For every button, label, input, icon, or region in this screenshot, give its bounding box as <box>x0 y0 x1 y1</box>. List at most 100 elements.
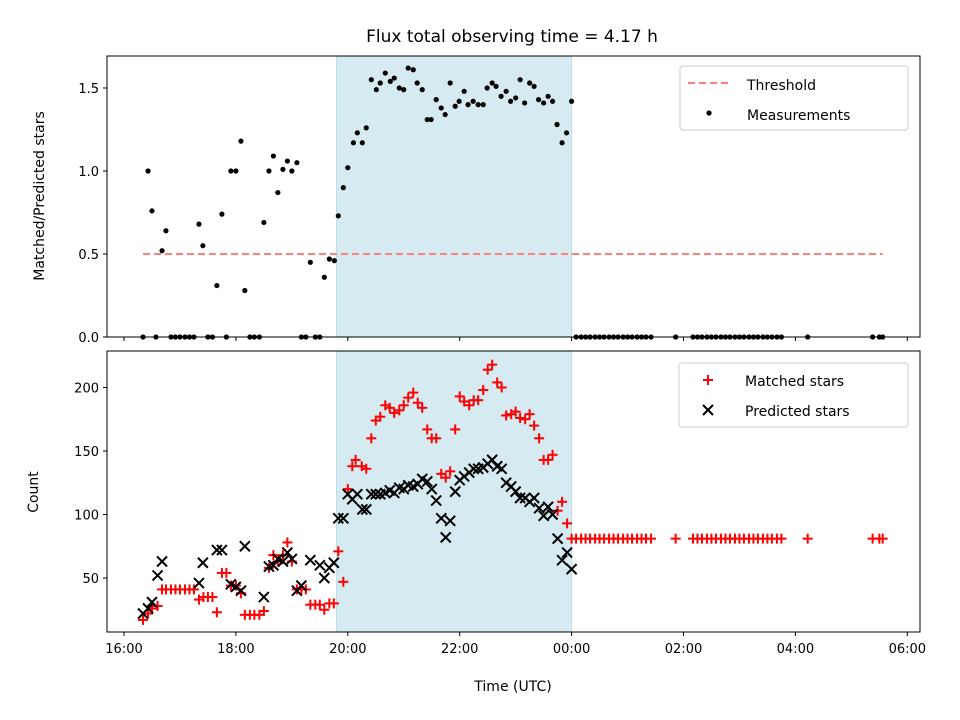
matched-star-point <box>221 567 232 578</box>
predicted-star-point <box>356 503 369 516</box>
measurement-point <box>359 140 365 146</box>
measurement-point <box>284 158 290 164</box>
predicted-star-point-b <box>430 494 442 507</box>
matched-star-point <box>478 385 489 396</box>
predicted-star-point <box>542 501 554 513</box>
predicted-star-point-b <box>193 577 205 589</box>
measurement-point <box>196 221 202 227</box>
legend-matched-swatch <box>703 375 713 385</box>
measurement-point <box>261 219 267 226</box>
matched-star-point <box>143 608 154 619</box>
matched-star-point <box>366 433 377 444</box>
predicted-star-point <box>337 512 350 525</box>
measurement-point <box>461 88 467 94</box>
predicted-star-point-b <box>546 508 559 521</box>
x-axis-label: Time (UTC) <box>473 679 551 695</box>
predicted-star-point-b <box>277 555 289 568</box>
measurement-point <box>228 168 234 174</box>
matched-star-point <box>188 584 199 595</box>
predicted-star-point-b <box>565 563 578 575</box>
x-tick-label: 04:00 <box>777 642 814 657</box>
measurement-point <box>442 111 448 118</box>
matched-star-point <box>347 461 358 472</box>
matched-star-point <box>361 463 372 474</box>
predicted-star-point-b <box>318 572 331 584</box>
measurement-point <box>563 130 570 136</box>
matched-star-point <box>487 359 498 370</box>
matched-star-point <box>389 407 400 418</box>
measurement-point <box>307 259 313 265</box>
measurement-point <box>438 105 444 111</box>
predicted-star-point <box>426 483 438 495</box>
predicted-star-point <box>258 591 270 603</box>
predicted-star-point-b <box>365 488 378 500</box>
matched-star-point <box>319 604 330 615</box>
legend-measurement-swatch <box>706 110 712 116</box>
chart-title: Flux total observing time = 4.17 h <box>366 27 658 47</box>
measurement-point <box>149 208 155 214</box>
x-tick-label: 02:00 <box>665 642 702 657</box>
predicted-star-point-b <box>421 475 433 488</box>
legend-predicted-swatch <box>702 404 714 416</box>
matched-star-point <box>670 533 681 544</box>
x-tick-label: 22:00 <box>441 642 478 657</box>
y-tick-label: 200 <box>74 382 99 397</box>
predicted-star-point <box>449 485 461 498</box>
predicted-star-point <box>551 532 564 545</box>
predicted-star-point-b <box>509 485 522 498</box>
measurement-point <box>238 138 244 144</box>
y-tick-label: 0.5 <box>78 248 99 263</box>
measurement-point <box>456 98 462 104</box>
matched-star-point <box>557 496 568 507</box>
predicted-star-point-b <box>528 492 540 504</box>
measurement-point <box>498 93 504 99</box>
predicted-star-point-b <box>495 463 508 475</box>
measurement-point <box>275 189 281 196</box>
predicted-star-point-b <box>146 596 158 608</box>
measurement-point <box>377 80 383 86</box>
measurement-point <box>368 77 374 83</box>
measurement-point <box>465 102 471 108</box>
matched-star-point <box>547 449 558 460</box>
measurement-point <box>517 77 523 83</box>
legend-box <box>678 362 909 428</box>
matched-star-point <box>454 391 465 402</box>
measurement-point <box>447 80 453 86</box>
measurement-point <box>419 87 425 93</box>
matched-star-point <box>524 409 535 420</box>
predicted-star-point <box>281 546 294 559</box>
matched-star-point <box>492 377 503 388</box>
predicted-star-point-b <box>286 553 298 565</box>
top-y-axis-label: Matched/Predicted stars <box>32 111 48 281</box>
measurement-point <box>452 103 458 109</box>
predicted-star-point <box>360 503 372 516</box>
matched-star-point <box>646 533 657 544</box>
predicted-star-point <box>235 584 247 597</box>
predicted-star-point-b <box>332 512 344 525</box>
x-tick-label: 20:00 <box>329 642 366 657</box>
measurement-point <box>289 168 295 174</box>
measurement-point <box>280 166 286 172</box>
predicted-star-point-b <box>295 579 308 592</box>
predicted-star-point <box>156 555 168 568</box>
matched-star-point <box>152 600 163 611</box>
predicted-star-point-b <box>239 540 251 552</box>
predicted-star-point <box>528 492 540 504</box>
predicted-star-point <box>211 544 223 556</box>
measurement-point <box>382 70 388 76</box>
matched-star-point <box>408 387 419 398</box>
predicted-star-point <box>328 557 340 569</box>
measurement-point <box>159 248 165 254</box>
measurement-point <box>387 78 393 84</box>
matched-star-point <box>417 402 428 413</box>
matched-star-point <box>802 533 813 544</box>
y-tick-label: 1.0 <box>78 165 99 180</box>
measurement-point <box>424 116 430 123</box>
matched-star-point <box>482 364 493 375</box>
legend-box <box>679 65 909 131</box>
measurement-point <box>433 97 439 103</box>
measurement-point <box>200 243 206 249</box>
measurement-point <box>527 80 533 86</box>
predicted-star-point <box>365 488 378 500</box>
